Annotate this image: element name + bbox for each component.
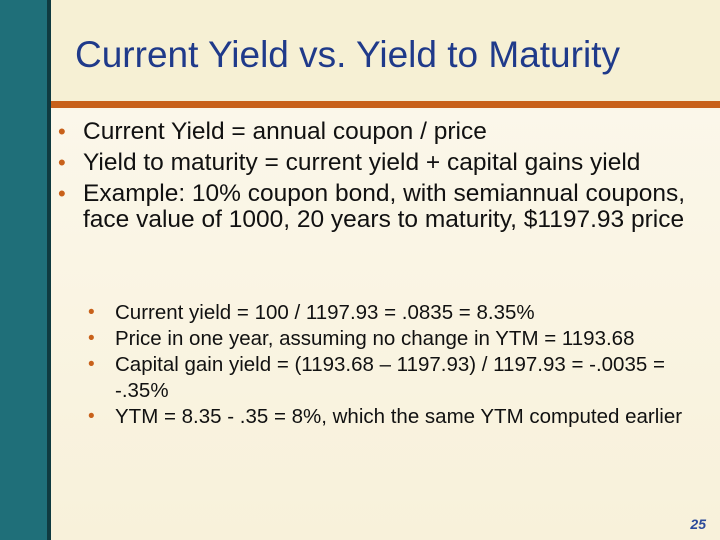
sub-bullet-item: • Price in one year, assuming no change … [88, 326, 700, 352]
sub-bullet-icon: • [88, 406, 95, 427]
bullet-icon: • [58, 150, 66, 175]
sub-bullet-text: YTM = 8.35 - .35 = 8%, which the same YT… [115, 405, 683, 428]
sub-bullet-text: Price in one year, assuming no change in… [115, 327, 635, 350]
left-stripe-edge [47, 0, 51, 540]
bullet-list: • Current Yield = annual coupon / price … [58, 119, 698, 238]
sub-bullet-text: Current yield = 100 / 1197.93 = .0835 = … [115, 301, 535, 324]
page-number: 25 [690, 516, 706, 532]
title-divider [51, 101, 720, 108]
slide-title: Current Yield vs. Yield to Maturity [75, 34, 620, 75]
sub-bullet-list: • Current yield = 100 / 1197.93 = .0835 … [88, 300, 700, 430]
sub-bullet-item: • Capital gain yield = (1193.68 – 1197.9… [88, 352, 700, 404]
bullet-item: • Current Yield = annual coupon / price [58, 119, 698, 145]
bullet-item: • Example: 10% coupon bond, with semiann… [58, 181, 698, 233]
bullet-item: • Yield to maturity = current yield + ca… [58, 150, 698, 176]
sub-bullet-icon: • [88, 354, 95, 375]
sub-bullet-text: Capital gain yield = (1193.68 – 1197.93)… [115, 353, 665, 402]
bullet-text: Current Yield = annual coupon / price [83, 118, 487, 145]
bullet-icon: • [58, 119, 66, 144]
bullet-text: Yield to maturity = current yield + capi… [83, 149, 641, 176]
bullet-text: Example: 10% coupon bond, with semiannua… [83, 180, 685, 233]
sub-bullet-item: • YTM = 8.35 - .35 = 8%, which the same … [88, 404, 700, 430]
content-area [51, 108, 720, 540]
left-stripe [0, 0, 47, 540]
bullet-icon: • [58, 181, 66, 206]
title-area [51, 0, 720, 101]
sub-bullet-icon: • [88, 328, 95, 349]
sub-bullet-icon: • [88, 302, 95, 323]
sub-bullet-item: • Current yield = 100 / 1197.93 = .0835 … [88, 300, 700, 326]
